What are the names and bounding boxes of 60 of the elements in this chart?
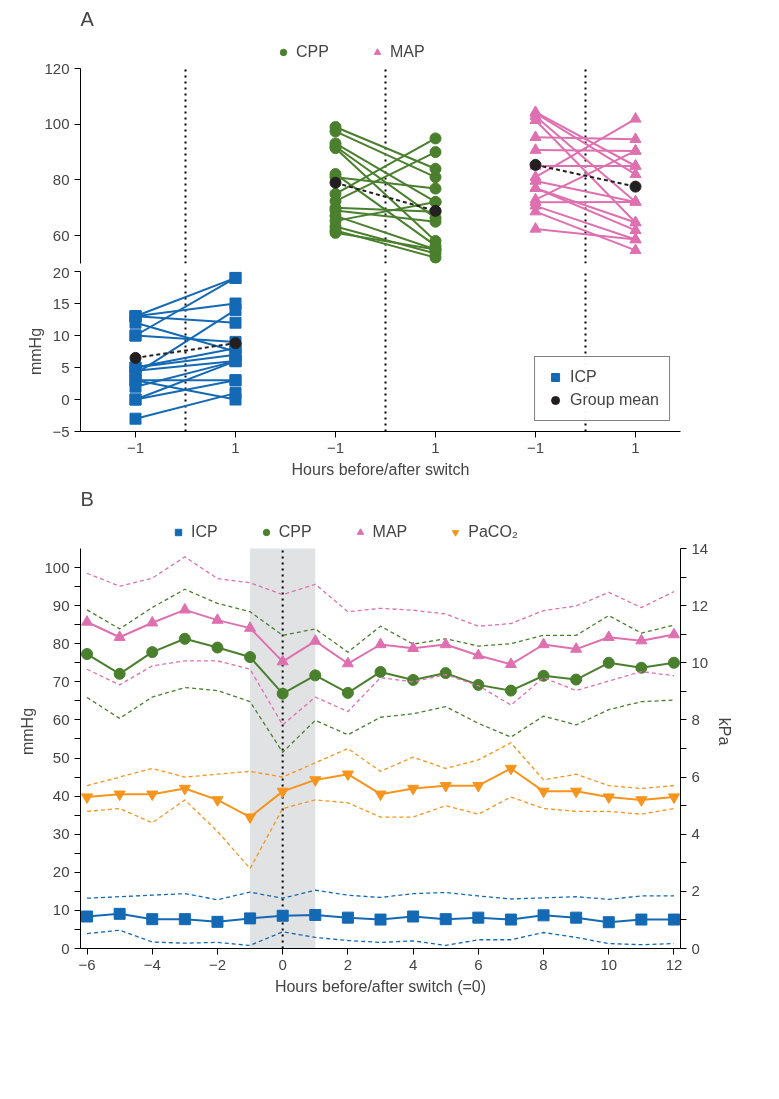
y-tick-label: 40: [52, 787, 70, 805]
y2-tick-label: 14: [691, 539, 709, 557]
y2-tick-label: 4: [691, 825, 700, 843]
x-tick-label: 10: [600, 955, 618, 973]
x-tick-label: 6: [474, 955, 483, 973]
x-tick-label: 1: [231, 438, 240, 456]
x-axis-title: Hours before/after switch (=0): [274, 977, 487, 995]
legend-label: ICP: [570, 368, 597, 386]
legend-label: PaCO₂: [468, 523, 519, 541]
y2-axis-title: kPa: [716, 717, 734, 746]
x-tick-label: −1: [126, 438, 145, 456]
legend-label: MAP: [389, 43, 425, 61]
y-tick-label: 120: [44, 59, 70, 77]
y-tick-label: 80: [52, 170, 70, 188]
y-tick-label: 60: [52, 226, 70, 244]
x-tick-label: 1: [431, 438, 440, 456]
chart-title: A: [80, 7, 95, 30]
legend-label: ICP: [191, 523, 218, 541]
y-tick-label: 0: [61, 390, 70, 408]
y-tick-label: 20: [52, 263, 70, 281]
x-tick-label: −1: [526, 438, 545, 456]
x-axis-title: Hours before/after switch: [291, 460, 470, 478]
y-tick-label: 10: [52, 901, 70, 919]
y-axis-title: mmHg: [19, 707, 37, 756]
y2-tick-label: 12: [691, 596, 709, 614]
y-tick-label: 30: [52, 825, 70, 843]
x-tick-label: 8: [539, 955, 548, 973]
y-tick-label: 50: [52, 749, 70, 767]
y-tick-label: 0: [61, 939, 70, 957]
y-tick-label: 20: [52, 863, 70, 881]
legend-label: Group mean: [570, 391, 659, 409]
y2-tick-label: 2: [691, 882, 700, 900]
legend-label: CPP: [296, 43, 329, 61]
y2-tick-label: 6: [691, 768, 700, 786]
y-tick-label: 100: [44, 558, 70, 576]
x-tick-label: −6: [78, 955, 96, 973]
legend-label: CPP: [278, 523, 312, 541]
y-tick-label: 90: [52, 596, 70, 614]
x-tick-label: 12: [665, 955, 683, 973]
y2-tick-label: 10: [691, 653, 709, 671]
y2-tick-label: 0: [691, 939, 700, 957]
chart-title: B: [80, 487, 94, 510]
x-tick-label: −1: [326, 438, 345, 456]
x-tick-label: 4: [408, 955, 418, 973]
y-tick-label: 15: [52, 294, 70, 312]
y-axis-title: mmHg: [27, 327, 45, 376]
y-tick-label: 10: [52, 326, 70, 344]
legend-label: MAP: [372, 523, 408, 541]
x-tick-label: −4: [143, 955, 161, 973]
x-tick-label: 0: [278, 955, 287, 973]
y-tick-label: −5: [52, 422, 70, 440]
x-tick-label: −2: [208, 955, 227, 973]
x-tick-label: 1: [631, 438, 640, 456]
y-tick-label: 70: [52, 672, 70, 690]
y-tick-label: 5: [61, 358, 70, 376]
y-tick-label: 80: [52, 634, 70, 652]
y-tick-label: 60: [52, 710, 70, 728]
x-tick-label: 2: [343, 955, 353, 973]
y2-tick-label: 8: [691, 710, 700, 728]
y-tick-label: 100: [44, 115, 70, 133]
